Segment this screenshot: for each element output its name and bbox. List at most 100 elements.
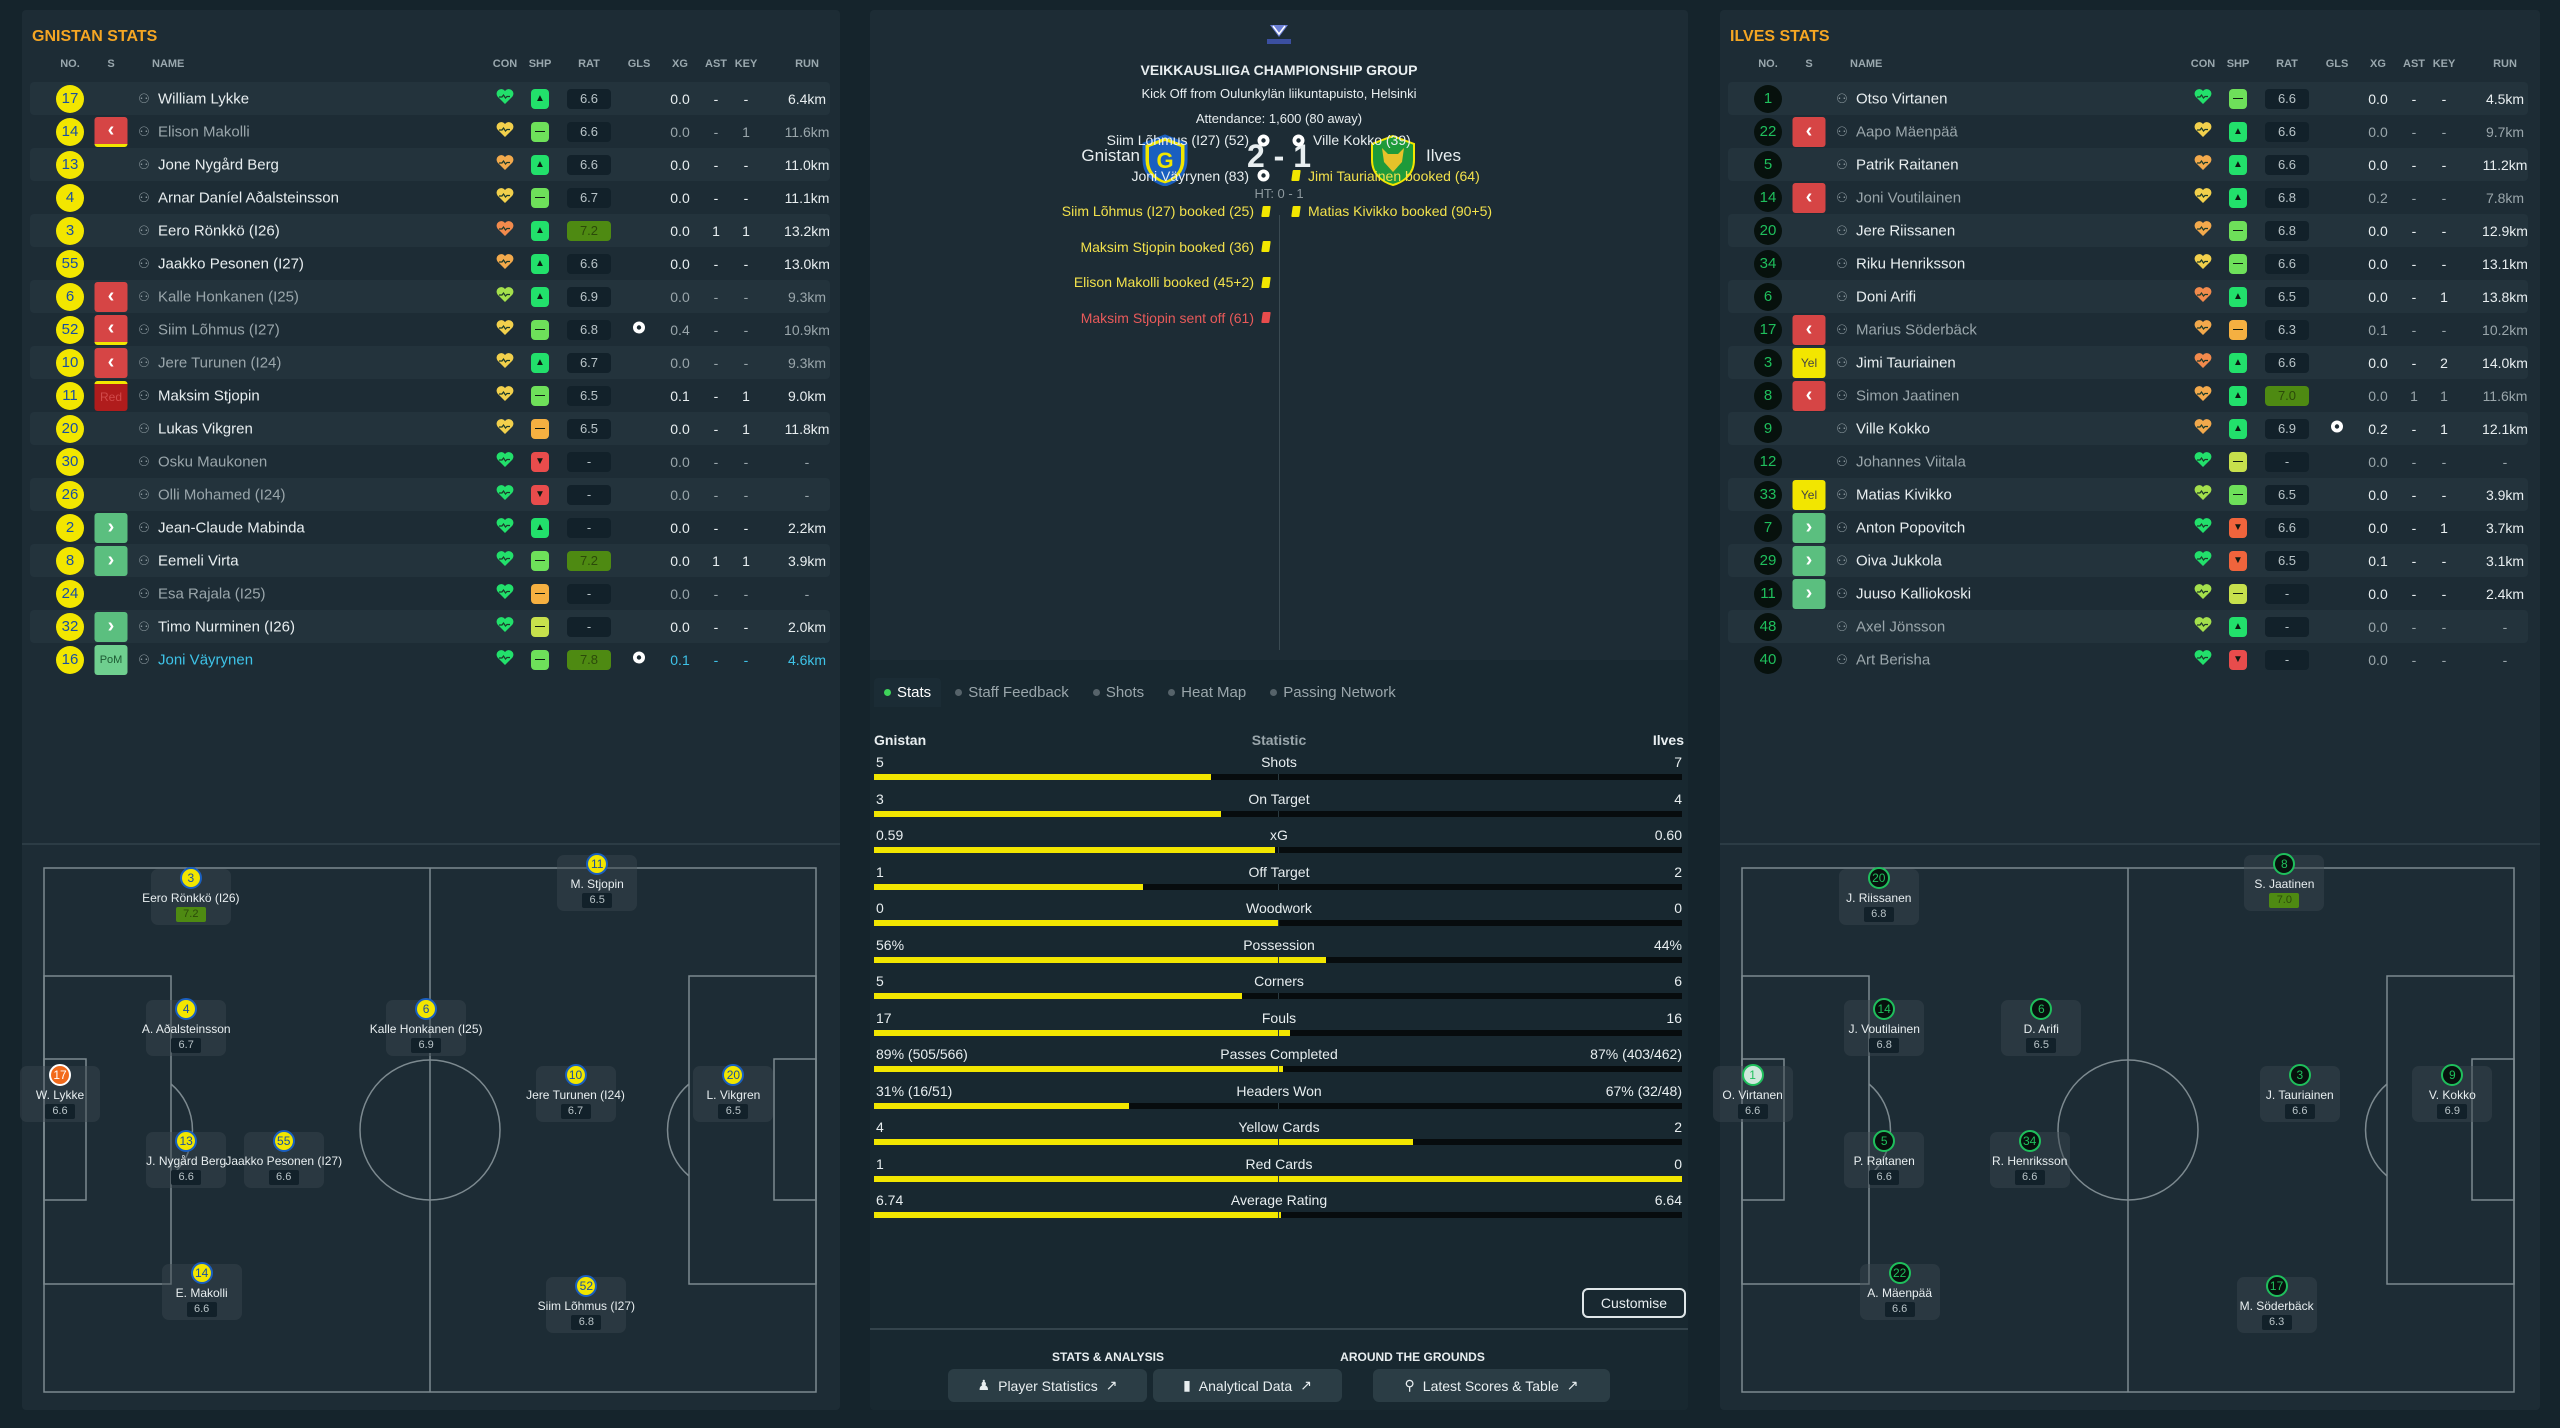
player-row[interactable]: 29 › ⚇ Oiva Jukkola ▼ 6.5 0.1 - - 3.1km <box>1728 544 2528 577</box>
tab-passing-network[interactable]: Passing Network <box>1260 678 1406 707</box>
player-name[interactable]: Elison Makolli <box>158 123 250 140</box>
player-row[interactable]: 24 ⚇ Esa Rajala (I25) — -0.0- - - <box>30 577 830 610</box>
column-header-shp[interactable]: SHP <box>528 58 552 70</box>
player-name[interactable]: Arnar Daníel Aðalsteinsson <box>158 189 339 206</box>
player-name[interactable]: Maksim Stjopin <box>158 387 260 404</box>
player-name[interactable]: Jaakko Pesonen (I27) <box>158 255 304 272</box>
player-name[interactable]: Juuso Kalliokoski <box>1856 585 1972 602</box>
player-row[interactable]: 40 ⚇ Art Berisha ▼ -0.0- - - <box>1728 643 2528 676</box>
lineup-player-card[interactable]: 13 J. Nygård Berg 6.6 <box>146 1129 226 1188</box>
player-row[interactable]: 10 ‹ ⚇ Jere Turunen (I24) ▲ 6.7 0.0 - - 9.3km <box>30 346 830 379</box>
player-row[interactable]: 4 ⚇ Arnar Daníel Aðalsteinsson — 6.7 0.0 - - 11.… <box>30 181 830 214</box>
lineup-player-card[interactable]: 5 P. Raitanen 6.6 <box>1844 1129 1925 1188</box>
column-header-name[interactable]: NAME <box>152 58 185 70</box>
lineup-player-card[interactable]: 34 R. Henriksson 6.6 <box>1989 1129 2070 1188</box>
column-header-rat[interactable]: RAT <box>2276 58 2298 70</box>
player-name[interactable]: Aapo Mäenpää <box>1856 123 1958 140</box>
player-name[interactable]: Art Berisha <box>1856 651 1931 668</box>
tab-staff-feedback[interactable]: Staff Feedback <box>945 678 1079 707</box>
player-name[interactable]: Johannes Viitala <box>1856 453 1966 470</box>
player-name[interactable]: Olli Mohamed (I24) <box>158 486 286 503</box>
player-name[interactable]: Jere Turunen (I24) <box>158 354 282 371</box>
player-row[interactable]: 13 ⚇ Jone Nygård Berg ▲ 6.6 0.0 - - 11.0km <box>30 148 830 181</box>
player-statistics-button[interactable]: ♟ Player Statistics ↗ <box>948 1369 1147 1402</box>
player-name[interactable]: Siim Lõhmus (I27) <box>158 321 280 338</box>
column-header-shp[interactable]: SHP <box>2226 58 2250 70</box>
player-name[interactable]: Riku Henriksson <box>1856 255 1966 272</box>
player-name[interactable]: Esa Rajala (I25) <box>158 585 266 602</box>
lineup-player-card[interactable]: 11 M. Stjopin 6.5 <box>557 853 638 912</box>
column-header-con[interactable]: CON <box>492 58 518 70</box>
column-header-name[interactable]: NAME <box>1850 58 1883 70</box>
player-row[interactable]: 48 ⚇ Axel Jönsson ▲ -0.0- - - <box>1728 610 2528 643</box>
lineup-player-card[interactable]: 14 J. Voutilainen 6.8 <box>1844 998 1925 1057</box>
player-name[interactable]: Joni Voutilainen <box>1856 189 1962 206</box>
lineup-player-card[interactable]: 22 A. Mäenpää 6.6 <box>1859 1261 1940 1320</box>
column-header-no[interactable]: NO. <box>60 58 80 70</box>
column-header-xg[interactable]: XG <box>2370 58 2386 70</box>
player-row[interactable]: 14 ‹ ⚇ Joni Voutilainen ▲ 6.8 0.2 - - 7.8km <box>1728 181 2528 214</box>
lineup-player-card[interactable]: 52 Siim Lõhmus (I27) 6.8 <box>538 1274 635 1333</box>
customise-button[interactable]: Customise <box>1582 1288 1686 1318</box>
player-name[interactable]: Jimi Tauriainen <box>1856 354 1956 371</box>
player-row[interactable]: 17 ⚇ William Lykke ▲ 6.6 0.0 - - 6.4km <box>30 82 830 115</box>
player-name[interactable]: Marius Söderbäck <box>1856 321 1977 338</box>
player-row[interactable]: 14 ‹ ⚇ Elison Makolli — 6.6 0.0 - 1 11.6km <box>30 115 830 148</box>
column-header-gls[interactable]: GLS <box>627 58 651 70</box>
player-name[interactable]: Simon Jaatinen <box>1856 387 1960 404</box>
player-row[interactable]: 30 ⚇ Osku Maukonen ▼ -0.0- - - <box>30 445 830 478</box>
player-name[interactable]: Oiva Jukkola <box>1856 552 1942 569</box>
player-row[interactable]: 8 › ⚇ Eemeli Virta — 7.2 0.0 1 1 3.9km <box>30 544 830 577</box>
player-name[interactable]: Jere Riissanen <box>1856 222 1956 239</box>
column-header-ast[interactable]: AST <box>705 58 727 70</box>
lineup-player-card[interactable]: 10 Jere Turunen (I24) 6.7 <box>526 1064 625 1123</box>
player-row[interactable]: 52 ‹ ⚇ Siim Lõhmus (I27) — 6.8 0.4 - - 10.9km <box>30 313 830 346</box>
column-header-key[interactable]: KEY <box>734 58 758 70</box>
column-header-rat[interactable]: RAT <box>578 58 600 70</box>
column-header-ast[interactable]: AST <box>2403 58 2425 70</box>
player-name[interactable]: Anton Popovitch <box>1856 519 1966 536</box>
lineup-player-card[interactable]: 1 O. Virtanen 6.6 <box>1712 1064 1793 1123</box>
column-header-run[interactable]: RUN <box>2493 58 2517 70</box>
lineup-player-card[interactable]: 20 J. Riissanen 6.8 <box>1838 866 1919 925</box>
player-name[interactable]: Axel Jönsson <box>1856 618 1946 635</box>
analytical-data-button[interactable]: ▮ Analytical Data ↗ <box>1153 1369 1342 1402</box>
lineup-player-card[interactable]: 4 A. Aðalsteinsson 6.7 <box>142 998 231 1057</box>
player-row[interactable]: 5 ⚇ Patrik Raitanen ▲ 6.6 0.0 - - 11.2km <box>1728 148 2528 181</box>
player-row[interactable]: 16 PoM ⚇ Joni Väyrynen — 7.8 0.1 - - 4.6km <box>30 643 830 676</box>
column-header-key[interactable]: KEY <box>2432 58 2456 70</box>
lineup-player-card[interactable]: 3 Eero Rönkkö (I26) 7.2 <box>142 866 240 925</box>
player-name[interactable]: Joni Väyrynen <box>158 651 254 668</box>
lineup-player-card[interactable]: 17 W. Lykke 6.6 <box>20 1064 101 1123</box>
lineup-player-card[interactable]: 17 M. Söderbäck 6.3 <box>2236 1274 2317 1333</box>
player-row[interactable]: 6 ‹ ⚇ Kalle Honkanen (I25) ▲ 6.9 0.0 - - 9.3km <box>30 280 830 313</box>
player-name[interactable]: Ville Kokko <box>1856 420 1930 437</box>
player-row[interactable]: 2 › ⚇ Jean-Claude Mabinda ▲ -0.0- -2.2km <box>30 511 830 544</box>
player-name[interactable]: Matias Kivikko <box>1856 486 1952 503</box>
column-header-no[interactable]: NO. <box>1758 58 1778 70</box>
lineup-player-card[interactable]: 20 L. Vikgren 6.5 <box>693 1064 774 1123</box>
player-name[interactable]: Osku Maukonen <box>158 453 268 470</box>
player-name[interactable]: Timo Nurminen (I26) <box>158 618 295 635</box>
player-row[interactable]: 55 ⚇ Jaakko Pesonen (I27) ▲ 6.6 0.0 - - 13.0km <box>30 247 830 280</box>
column-header-con[interactable]: CON <box>2190 58 2216 70</box>
tab-stats[interactable]: Stats <box>874 678 942 707</box>
player-row[interactable]: 17 ‹ ⚇ Marius Söderbäck — 6.3 0.1 - - 10.2km <box>1728 313 2528 346</box>
player-row[interactable]: 3 ⚇ Eero Rönkkö (I26) ▲ 7.2 0.0 1 1 13.2km <box>30 214 830 247</box>
player-name[interactable]: Jean-Claude Mabinda <box>158 519 305 536</box>
player-row[interactable]: 34 ⚇ Riku Henriksson — 6.6 0.0 - - 13.1km <box>1728 247 2528 280</box>
home-team-name[interactable]: Gnistan <box>1081 146 1140 165</box>
column-header-run[interactable]: RUN <box>795 58 819 70</box>
player-name[interactable]: Otso Virtanen <box>1856 90 1948 107</box>
column-header-xg[interactable]: XG <box>672 58 688 70</box>
player-row[interactable]: 32 › ⚇ Timo Nurminen (I26) — -0.0- -2.0km <box>30 610 830 643</box>
player-name[interactable]: Jone Nygård Berg <box>158 156 279 173</box>
player-row[interactable]: 11 › ⚇ Juuso Kalliokoski — -0.0- -2.4km <box>1728 577 2528 610</box>
latest-scores-button[interactable]: ⚲ Latest Scores & Table ↗ <box>1373 1369 1610 1402</box>
player-row[interactable]: 22 ‹ ⚇ Aapo Mäenpää ▲ 6.6 0.0 - - 9.7km <box>1728 115 2528 148</box>
player-row[interactable]: 9 ⚇ Ville Kokko ▲ 6.9 0.2 - 1 12.1km <box>1728 412 2528 445</box>
player-row[interactable]: 11 Red ⚇ Maksim Stjopin — 6.5 0.1 - 1 9.0km <box>30 379 830 412</box>
player-row[interactable]: 12 ⚇ Johannes Viitala — -0.0- - - <box>1728 445 2528 478</box>
player-row[interactable]: 7 › ⚇ Anton Popovitch ▼ 6.6 0.0 - 1 3.7km <box>1728 511 2528 544</box>
player-row[interactable]: 3 Yel ⚇ Jimi Tauriainen ▲ 6.6 0.0 - 2 14.0km <box>1728 346 2528 379</box>
